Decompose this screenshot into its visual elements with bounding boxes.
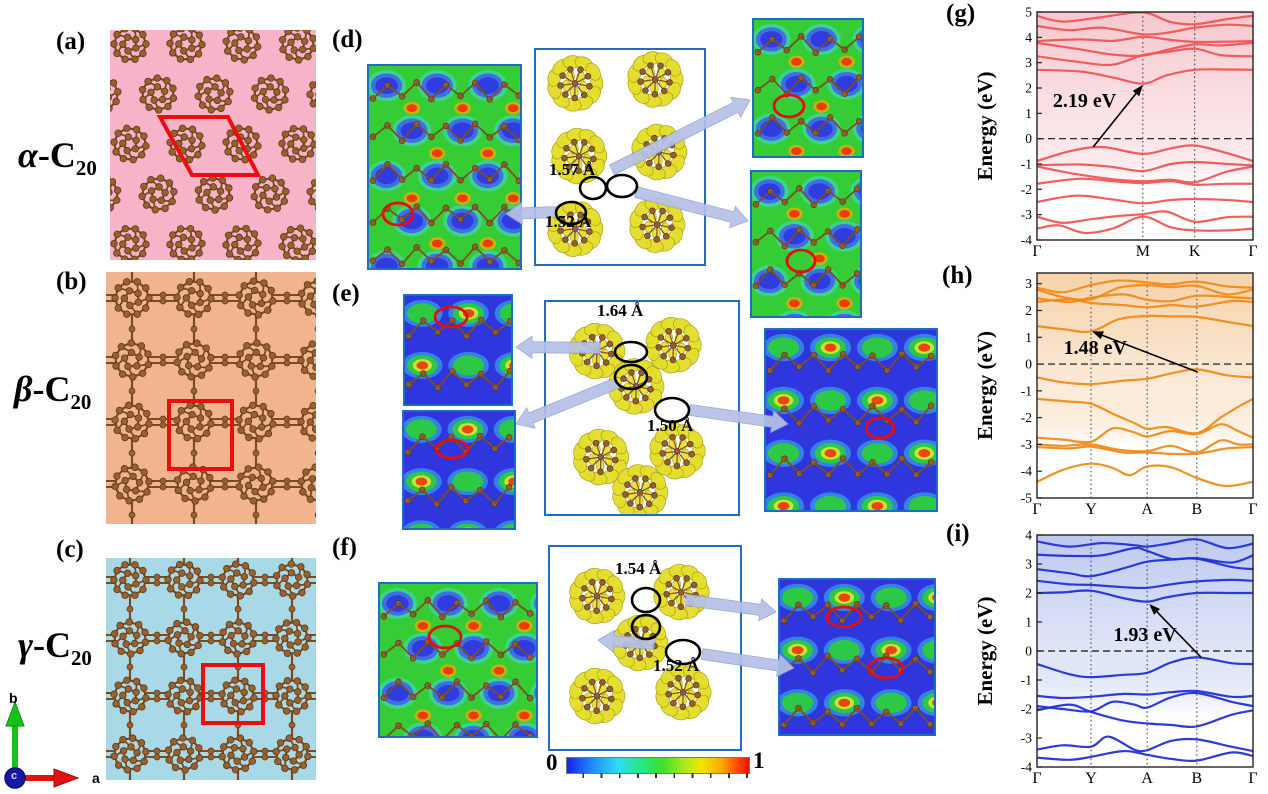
crystal-structure-gamma [106,558,316,780]
colorbar-ticks [566,773,748,778]
bond-length-label: 1.64 Å [597,301,644,320]
elf-map-f-left [378,582,538,738]
structure-name-alpha: α-C20 [18,135,97,181]
panel-label-b: (b) [56,268,87,295]
panel-label-i: (i) [946,520,970,547]
bond-length-label: 1.57 Å [549,160,596,179]
elf-map-e-left-top [403,294,513,406]
bond-length-label: 1.52 Å [545,212,592,231]
colorbar-max-label: 1 [753,748,765,773]
crystal-axes-triad [4,700,80,789]
crystal-structure-beta [106,272,316,524]
panel-label-d: (d) [332,26,363,53]
elf-map-d-left [367,64,522,270]
panel-label-a: (a) [56,28,86,55]
axis-b-label: b [9,690,18,706]
bond-length-label: 1.52 Å [653,656,700,675]
bond-length-label: 1.54 Å [615,559,662,578]
bond-length-label: 1.50 Å [647,416,694,435]
charge-density-isosurface-e [544,300,740,516]
panel-label-g: (g) [946,0,976,27]
panel-label-h: (h) [942,262,973,289]
crystal-structure-alpha [110,30,316,260]
panel-label-e: (e) [332,280,360,307]
panel-label-f: (f) [332,534,357,561]
panel-label-c: (c) [56,536,84,563]
elf-map-e-right [764,328,938,512]
elf-map-d-right-bottom [750,170,862,318]
elf-map-e-left-bottom [402,410,516,530]
charge-density-isosurface-d [534,48,706,266]
structure-name-beta: β-C20 [14,369,92,415]
axis-c-label: c [11,770,18,782]
axis-a-label: a [92,770,100,786]
elf-map-f-right [778,578,936,736]
colorbar-gradient [566,757,750,774]
elf-map-d-right-top [752,18,864,158]
structure-name-gamma: γ-C20 [18,625,92,671]
colorbar-min-label: 0 [546,750,558,775]
